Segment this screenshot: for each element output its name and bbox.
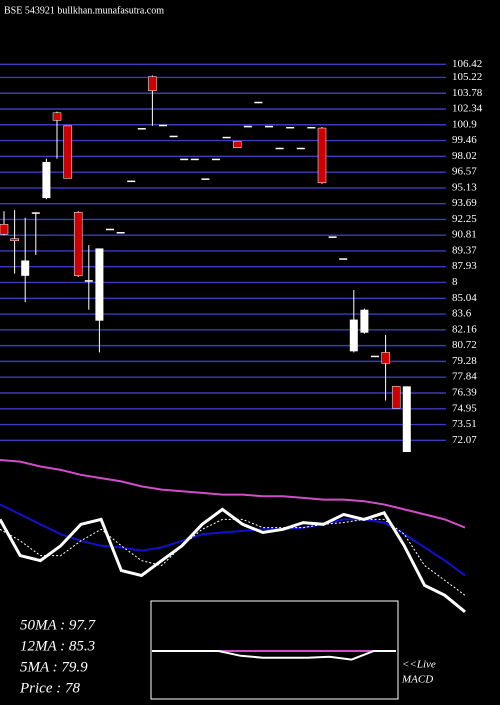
y-tick-label: 100.9: [452, 118, 477, 130]
y-tick-label: 102.34: [452, 103, 483, 115]
candle-body: [328, 236, 337, 238]
y-tick-label: 89.37: [452, 244, 477, 256]
candle-body: [180, 158, 189, 161]
y-tick-label: 74.95: [452, 402, 477, 414]
candle-body: [159, 124, 167, 127]
candle-body: [286, 126, 295, 129]
y-tick-label: 85.04: [452, 292, 477, 304]
macd-label: <<Live: [402, 659, 436, 671]
candle-body: [31, 212, 40, 214]
candle-body: [317, 127, 327, 184]
candle-body: [212, 158, 220, 161]
y-tick-label: 83.6: [452, 308, 472, 320]
indicator-line: [0, 507, 466, 613]
y-tick-label: 82.16: [452, 323, 477, 335]
candle-body: [381, 352, 390, 364]
y-tick-label: 99.46: [452, 134, 477, 146]
candle-body: [52, 112, 62, 121]
candle-body: [10, 238, 19, 242]
indicator-line: [152, 650, 396, 661]
y-tick-label: 98.02: [452, 150, 477, 162]
indicator-label: 50MA : 97.7: [20, 617, 97, 633]
y-tick-label: 76.39: [452, 387, 477, 399]
candle-body: [95, 248, 104, 321]
macd-frame: [150, 600, 399, 700]
y-tick-label: 79.28: [452, 355, 477, 367]
candle-body: [201, 178, 210, 180]
candle-body: [349, 319, 358, 352]
candle-body: [307, 126, 316, 129]
y-tick-label: 92.25: [452, 213, 477, 225]
candle-body: [116, 232, 125, 234]
y-tick-label: 105.22: [452, 71, 482, 83]
candle-body: [106, 228, 114, 231]
candle-body: [371, 355, 379, 358]
candle-body: [127, 180, 136, 183]
candle-body: [265, 125, 273, 128]
candle-body: [296, 147, 305, 150]
y-tick-label: 93.69: [452, 197, 477, 209]
indicator-line: [0, 503, 466, 577]
candle-body: [339, 258, 348, 260]
candle-body: [243, 125, 252, 128]
y-tick-label: 72.07: [452, 434, 477, 446]
indicator-label: 12MA : 85.3: [20, 638, 95, 654]
y-tick-label: 8: [452, 276, 458, 288]
y-tick-label: 77.84: [452, 371, 477, 383]
y-tick-label: 73.51: [452, 418, 477, 430]
indicator-label: 5MA : 79.9: [20, 659, 88, 675]
y-tick-label: 96.57: [452, 166, 477, 178]
candle-body: [190, 158, 199, 161]
candle-body: [222, 136, 231, 139]
candle-body: [137, 128, 146, 130]
candle-body: [21, 260, 30, 276]
candle-body: [73, 212, 83, 277]
chart-title: BSE 543921 bullkhan.munafasutra.com: [4, 5, 164, 16]
y-tick-label: 87.93: [452, 260, 477, 272]
y-tick-label: 95.13: [452, 181, 477, 193]
candle-body: [148, 76, 157, 92]
y-tick-label: 103.78: [452, 87, 483, 99]
candle-body: [275, 147, 284, 150]
candle-body: [42, 161, 51, 199]
candle-body: [254, 101, 263, 104]
y-tick-label: 106.42: [452, 58, 482, 70]
y-tick-label: 90.81: [452, 229, 477, 241]
indicator-label: Price : 78: [19, 680, 80, 696]
candle-body: [360, 309, 369, 333]
candle-body: [169, 135, 178, 138]
candle-body: [232, 140, 242, 148]
candle-body: [84, 280, 93, 282]
indicator-line: [0, 459, 466, 529]
candle-body: [402, 386, 411, 452]
candle-body: [391, 386, 401, 409]
macd-label: MACD: [401, 674, 433, 686]
indicator-line: [0, 518, 466, 596]
y-tick-label: 80.72: [452, 339, 477, 351]
candle-body: [63, 125, 72, 179]
candle-body: [0, 224, 9, 235]
